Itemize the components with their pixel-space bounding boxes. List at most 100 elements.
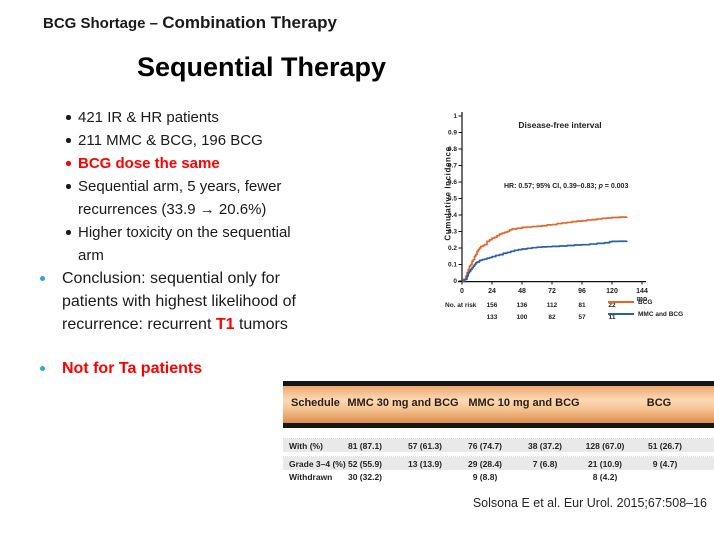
table-cell: 13 (13.9) (407, 458, 443, 469)
svg-text:0.8: 0.8 (448, 146, 457, 153)
not-for-ta-bullet: Not for Ta patients (36, 357, 444, 380)
table-cell: 21 (10.9) (587, 458, 623, 469)
svg-text:144: 144 (636, 288, 648, 295)
column-header-mmc10-bcg: MMC 10 mg and BCG (468, 397, 580, 409)
dfs-chart-svg: 0 0.1 0.2 0.3 0.4 0.5 0.6 0.7 0.8 0.9 1 0 24 48 72 96 12… (445, 112, 648, 321)
svg-text:120: 120 (606, 288, 618, 295)
row-label: With (%) (289, 440, 323, 451)
svg-text:0.5: 0.5 (448, 196, 457, 203)
chart-legend: BCG MMC and BCG (608, 296, 683, 320)
bullet-text: Sequential arm, 5 years, fewer (78, 178, 282, 195)
svg-text:0.4: 0.4 (448, 212, 457, 219)
chart-y-axis-label: Cumulative Incidence (443, 146, 453, 241)
table-cell: 51 (26.7) (647, 440, 683, 451)
annotation-p: p (598, 183, 603, 190)
svg-text:0.7: 0.7 (448, 163, 457, 170)
table-cell: 29 (28.4) (467, 458, 503, 469)
svg-text:11: 11 (609, 314, 616, 321)
svg-text:0.1: 0.1 (448, 262, 457, 269)
table-cell: 52 (55.9) (347, 458, 383, 469)
svg-text:22: 22 (608, 302, 616, 309)
svg-text:48: 48 (518, 288, 526, 295)
bullet-marker (66, 138, 71, 143)
table-cell: 9 (8.8) (472, 471, 498, 482)
svg-text:1: 1 (453, 113, 457, 120)
bullet-item: 211 MMC & BCG, 196 BCG (36, 129, 444, 152)
svg-text:0.2: 0.2 (448, 245, 457, 252)
svg-text:0.6: 0.6 (448, 179, 457, 186)
row-label: Grade 3–4 (%) (289, 458, 346, 469)
row-label: Withdrawn (289, 471, 333, 482)
bullet-item-continuation: recurrences (33.9 → 20.6%) (36, 198, 444, 221)
svg-text:136: 136 (517, 302, 528, 309)
table-cell: 30 (32.2) (347, 471, 383, 482)
bullet-text: Higher toxicity on the sequential (78, 224, 291, 241)
annotation-text: HR: 0.57; 95% CI, 0.39–0.83; (504, 183, 599, 190)
svg-text:57: 57 (578, 314, 586, 321)
svg-text:82: 82 (548, 314, 556, 321)
mmc-bcg-line-swatch (608, 312, 634, 316)
table-row-gap (283, 428, 714, 439)
bullet-item: 421 IR & HR patients (36, 106, 444, 129)
svg-text:24: 24 (488, 288, 496, 295)
bcg-line-swatch (608, 300, 634, 304)
bullet-text: tumors (234, 316, 288, 333)
table-cell: 57 (61.3) (407, 440, 443, 451)
legend-label: BCG (638, 298, 653, 306)
slide-header: BCG Shortage – Combination Therapy (43, 13, 337, 33)
bullet-text: arm (78, 247, 104, 264)
legend-item-mmc-and-bcg: MMC and BCG (608, 308, 683, 320)
table-cell: 81 (87.1) (347, 440, 383, 451)
bullet-text: 421 IR & HR patients (78, 109, 219, 126)
svg-text:0.9: 0.9 (448, 130, 457, 137)
table-cell: 76 (74.7) (467, 440, 503, 451)
chart-title: Disease-free interval (518, 120, 602, 130)
svg-text:112: 112 (547, 302, 558, 309)
bullet-text: recurrences (33.9 → 20.6%) (78, 201, 267, 218)
bullet-list: 421 IR & HR patients 211 MMC & BCG, 196 … (36, 106, 444, 380)
bullet-marker (66, 184, 71, 189)
bullet-text: patients with highest likelihood of (62, 293, 296, 310)
svg-text:mo: mo (637, 296, 648, 303)
column-header-bcg: BCG (646, 397, 672, 409)
svg-text:0: 0 (453, 278, 457, 285)
bullet-item: Sequential arm, 5 years, fewer (36, 175, 444, 198)
svg-text:0: 0 (460, 288, 464, 295)
svg-text:72: 72 (548, 288, 556, 295)
toxicity-table: Schedule MMC 30 mg and BCG MMC 10 mg and… (283, 381, 714, 483)
table-cell: 128 (67.0) (585, 440, 625, 451)
dfs-chart: 0 0.1 0.2 0.3 0.4 0.5 0.6 0.7 0.8 0.9 1 0 24 48 72 96 12… (432, 102, 712, 327)
svg-text:100: 100 (517, 314, 528, 321)
bullet-marker (66, 230, 71, 235)
slide-header-title: Combination Therapy (162, 13, 337, 32)
column-header-mmc30-bcg: MMC 30 mg and BCG (347, 397, 459, 409)
table-cell: 8 (4.2) (592, 471, 618, 482)
bullet-marker (40, 366, 45, 371)
hazard-ratio-annotation: HR: 0.57; 95% CI, 0.39–0.83; p = 0.003 (504, 183, 628, 190)
bullet-item: BCG dose the same (36, 152, 444, 175)
bullet-item-continuation: arm (36, 244, 444, 267)
bullet-marker (66, 161, 71, 166)
page-title: Sequential Therapy (137, 52, 387, 82)
bullet-text: recurrence: recurrent (62, 316, 216, 333)
table-cell: 38 (37.2) (527, 440, 563, 451)
column-header-schedule: Schedule (291, 397, 340, 409)
bullet-text: 211 MMC & BCG, 196 BCG (78, 132, 263, 149)
bullet-marker (66, 115, 71, 120)
bullet-text: Not for Ta patients (62, 360, 203, 377)
svg-text:0.3: 0.3 (448, 229, 457, 236)
table-cell: 9 (4.7) (652, 458, 678, 469)
table-cell: 7 (6.8) (532, 458, 558, 469)
bullet-text: Conclusion: sequential only for (62, 270, 280, 287)
annotation-text: = 0.003 (602, 183, 629, 190)
citation: Solsona E et al. Eur Urol. 2015;67:508–1… (472, 496, 707, 510)
table-row: With (%) 81 (87.1) 57 (61.3) 76 (74.7) 3… (283, 439, 714, 452)
table-row: Grade 3–4 (%) 52 (55.9) 13 (13.9) 29 (28… (283, 457, 714, 470)
svg-text:96: 96 (578, 288, 586, 295)
table-row: Withdrawn 30 (32.2) 9 (8.8) 8 (4.2) (283, 470, 714, 483)
toxicity-table-header: Schedule MMC 30 mg and BCG MMC 10 mg and… (283, 381, 714, 428)
bullet-item: Higher toxicity on the sequential (36, 221, 444, 244)
svg-text:No. at risk: No. at risk (445, 302, 477, 309)
slide-header-prefix: BCG Shortage – (43, 15, 163, 32)
table-row-gap (283, 452, 714, 457)
